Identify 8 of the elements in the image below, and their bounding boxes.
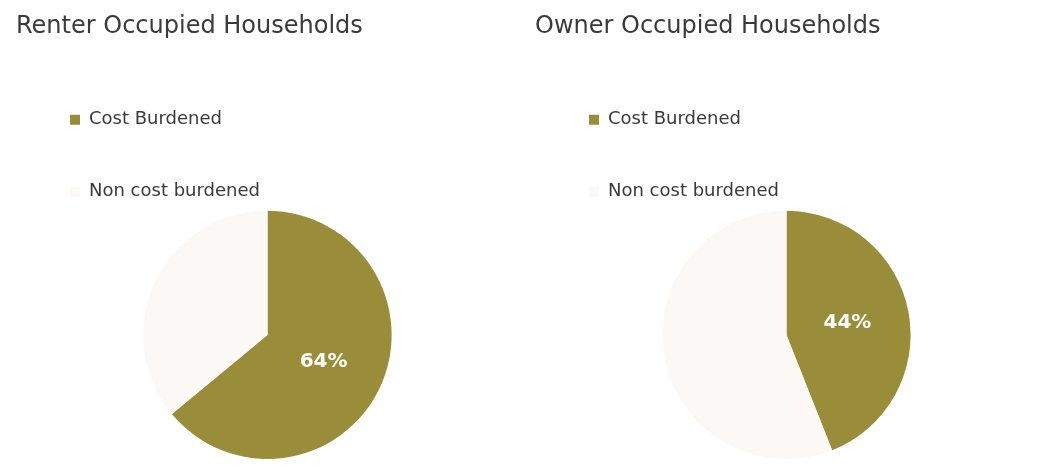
legend-label: Non cost burdened xyxy=(89,179,260,201)
data-label: 44% xyxy=(823,309,872,334)
chart-title: Renter Occupied Households xyxy=(16,10,363,39)
data-label: 64% xyxy=(299,347,348,372)
legend-label: Cost Burdened xyxy=(608,107,741,129)
legend-label: Non cost burdened xyxy=(608,179,779,201)
legend-label: Cost Burdened xyxy=(89,107,222,129)
chart-title: Owner Occupied Households xyxy=(535,10,881,39)
